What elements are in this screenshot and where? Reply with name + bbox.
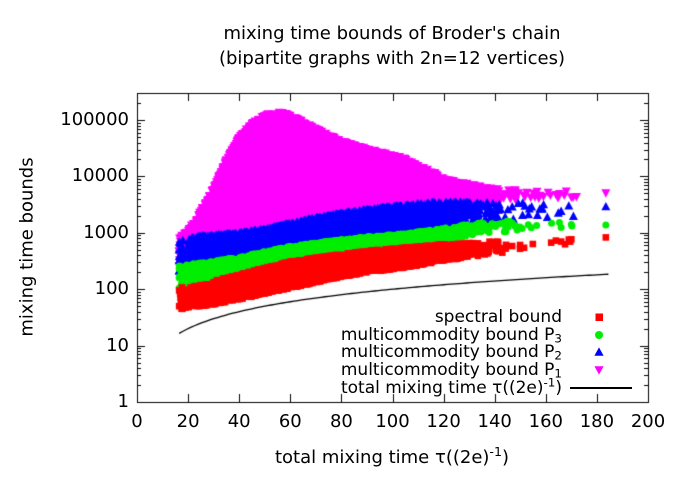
legend-label-spectral: spectral bound [434, 307, 562, 327]
y-tick-label: 10 [106, 334, 129, 356]
triangle-up-marker-icon [591, 344, 607, 360]
chart-title-line1: mixing time bounds of Broder's chain [223, 23, 561, 44]
legend-item-P3: multicommodity bound P3 [0, 325, 700, 345]
y-tick-label: 100 [94, 278, 129, 300]
y-tick-label: 10000 [71, 165, 129, 187]
x-tick-label: 0 [131, 411, 143, 432]
legend-item-P1: multicommodity bound P1 [0, 360, 700, 380]
circle-marker-icon [591, 327, 607, 343]
x-tick-label: 20 [176, 411, 200, 432]
x-tick-label: 160 [528, 411, 563, 432]
x-tick-label: 180 [579, 411, 615, 432]
legend-item-spectral: spectral bound [0, 307, 700, 327]
y-tick-label: 1000 [83, 221, 129, 243]
x-tick-label: 40 [227, 411, 251, 432]
legend-label-P1: multicommodity bound P1 [340, 360, 562, 381]
x-tick-label: 120 [426, 411, 461, 432]
legend-item-total-mixing-time: total mixing time τ((2e)-1) [0, 375, 700, 398]
legend-label-P3: multicommodity bound P3 [340, 324, 562, 346]
x-tick-label: 100 [375, 411, 410, 432]
square-marker-icon [591, 309, 607, 325]
x-tick-label: 80 [329, 411, 353, 432]
legend-label-total-mixing-time: total mixing time τ((2e)-1) [340, 375, 562, 398]
x-tick-label: 200 [630, 411, 666, 432]
legend-label-P2: multicommodity bound P2 [340, 342, 562, 363]
chart-title-line2: (bipartite graphs with 2n=12 vertices) [218, 48, 566, 69]
x-axis-title: total mixing time τ((2e)-1) [274, 444, 510, 468]
x-tick-label: 140 [477, 411, 512, 432]
line-sample-icon [570, 386, 632, 389]
x-tick-label: 60 [278, 411, 302, 432]
y-tick-label: 100000 [60, 109, 129, 131]
chart-title: mixing time bounds of Broder's chain (bi… [92, 21, 692, 71]
y-tick-label: 1 [117, 391, 129, 412]
triangle-down-marker-icon [591, 362, 607, 378]
legend-item-P2: multicommodity bound P2 [0, 342, 700, 362]
